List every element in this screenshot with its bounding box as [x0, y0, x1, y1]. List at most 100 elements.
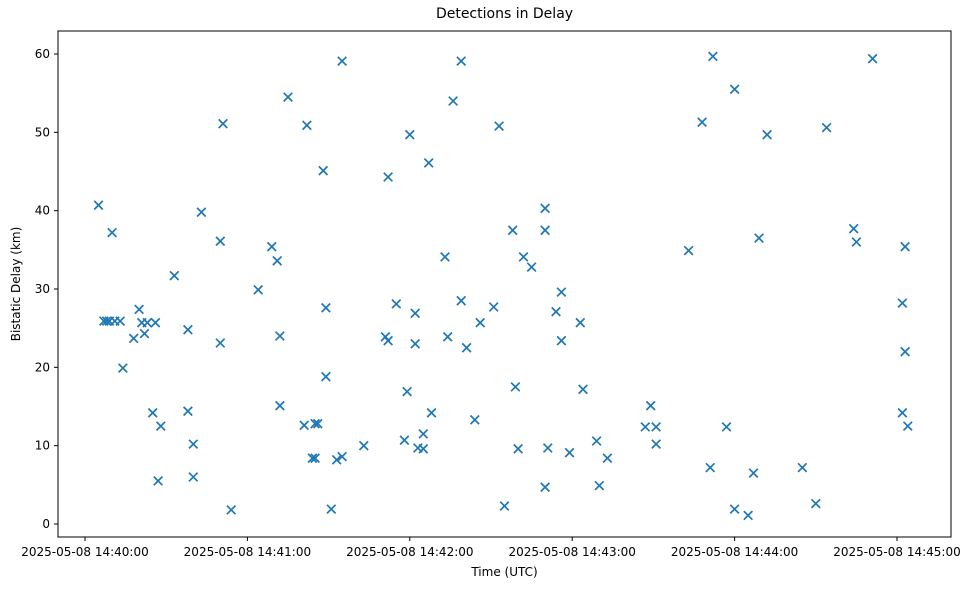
data-point-marker	[226, 504, 237, 515]
data-point-marker	[272, 255, 283, 266]
data-point-marker	[507, 225, 518, 236]
data-point-marker	[594, 480, 605, 491]
data-point-marker	[475, 317, 486, 328]
y-tick-label: 30	[35, 282, 50, 296]
data-point-marker	[337, 451, 348, 462]
data-point-marker	[418, 428, 429, 439]
data-point-marker	[591, 436, 602, 446]
data-point-marker	[897, 407, 908, 418]
data-point-marker	[418, 443, 429, 454]
data-point-marker	[326, 504, 337, 515]
data-point-marker	[383, 172, 394, 182]
x-axis-label: Time (UTC)	[471, 565, 538, 579]
data-point-marker	[651, 439, 662, 450]
data-point-marker	[469, 414, 480, 425]
data-point-marker	[821, 122, 832, 133]
data-point-marker	[488, 302, 499, 312]
data-point-marker	[705, 462, 716, 473]
data-point-marker	[902, 421, 913, 432]
x-tick-label: 2025-05-08 14:44:00	[671, 545, 798, 559]
data-point-marker	[266, 241, 277, 252]
data-point-marker	[440, 251, 450, 262]
data-point-marker	[697, 117, 708, 128]
data-point-marker	[274, 400, 285, 411]
data-point-marker	[494, 121, 505, 132]
data-point-marker	[540, 225, 551, 236]
data-point-marker	[556, 335, 567, 346]
x-tick-label: 2025-05-08 14:41:00	[184, 545, 311, 559]
data-point-marker	[101, 316, 112, 327]
data-point-marker	[169, 270, 180, 281]
data-point-marker	[748, 468, 759, 479]
data-point-marker	[540, 482, 551, 493]
data-point-marker	[404, 129, 415, 140]
data-point-marker	[848, 223, 859, 234]
data-point-marker	[499, 501, 510, 511]
y-tick-label: 10	[35, 439, 50, 453]
data-point-marker	[578, 384, 588, 395]
data-point-marker	[645, 400, 656, 411]
data-point-marker	[188, 472, 199, 482]
y-tick-label: 40	[35, 204, 50, 218]
data-point-marker	[762, 129, 773, 140]
data-point-marker	[564, 447, 575, 458]
data-point-marker	[510, 381, 521, 392]
data-point-marker	[602, 453, 613, 464]
data-point-marker	[448, 96, 459, 106]
data-point-marker	[318, 165, 329, 176]
data-point-marker	[410, 338, 421, 349]
data-point-marker	[456, 295, 467, 306]
data-point-marker	[556, 287, 567, 298]
data-point-marker	[358, 440, 369, 451]
data-point-marker	[729, 84, 740, 95]
data-point-marker	[147, 407, 158, 418]
data-point-marker	[399, 435, 410, 446]
x-tick-label: 2025-05-08 14:43:00	[508, 545, 635, 559]
data-point-marker	[188, 439, 199, 450]
data-point-marker	[155, 421, 166, 432]
data-point-marker	[707, 51, 718, 62]
data-point-marker	[128, 333, 139, 344]
data-point-marker	[196, 207, 207, 218]
x-tick-label: 2025-05-08 14:42:00	[346, 545, 473, 559]
data-point-marker	[423, 157, 434, 168]
data-point-marker	[283, 92, 293, 103]
data-point-marker	[754, 233, 764, 244]
data-point-marker	[253, 284, 264, 295]
plot-spines	[57, 30, 952, 538]
data-point-marker	[307, 453, 318, 464]
data-point-marker	[134, 304, 145, 315]
data-point-marker	[797, 462, 808, 473]
data-point-marker	[301, 120, 312, 131]
data-point-marker	[551, 306, 561, 317]
data-point-marker	[312, 418, 323, 429]
data-point-marker	[153, 475, 164, 486]
data-point-marker	[851, 237, 862, 247]
data-point-marker	[540, 203, 551, 214]
data-point-marker	[640, 421, 651, 432]
data-point-marker	[182, 324, 193, 335]
data-point-marker	[900, 241, 911, 252]
data-point-marker	[897, 298, 908, 309]
data-point-marker	[721, 421, 732, 432]
data-point-marker	[310, 418, 321, 429]
data-point-marker	[115, 316, 126, 327]
y-tick-label: 20	[35, 360, 50, 374]
data-point-marker	[518, 251, 529, 262]
data-point-marker	[215, 236, 226, 247]
data-point-marker	[215, 338, 226, 348]
x-tick-label: 2025-05-08 14:45:00	[833, 545, 960, 559]
data-point-marker	[743, 510, 754, 521]
data-point-marker	[93, 200, 104, 211]
data-point-marker	[683, 245, 694, 256]
data-point-marker	[310, 453, 321, 464]
data-point-marker	[391, 298, 402, 309]
data-point-marker	[900, 346, 911, 357]
data-point-marker	[651, 421, 662, 432]
data-point-marker	[150, 317, 161, 328]
y-axis-label: Bistatic Delay (km)	[9, 226, 23, 342]
data-point-marker	[142, 317, 153, 328]
y-tick-label: 50	[35, 125, 50, 139]
